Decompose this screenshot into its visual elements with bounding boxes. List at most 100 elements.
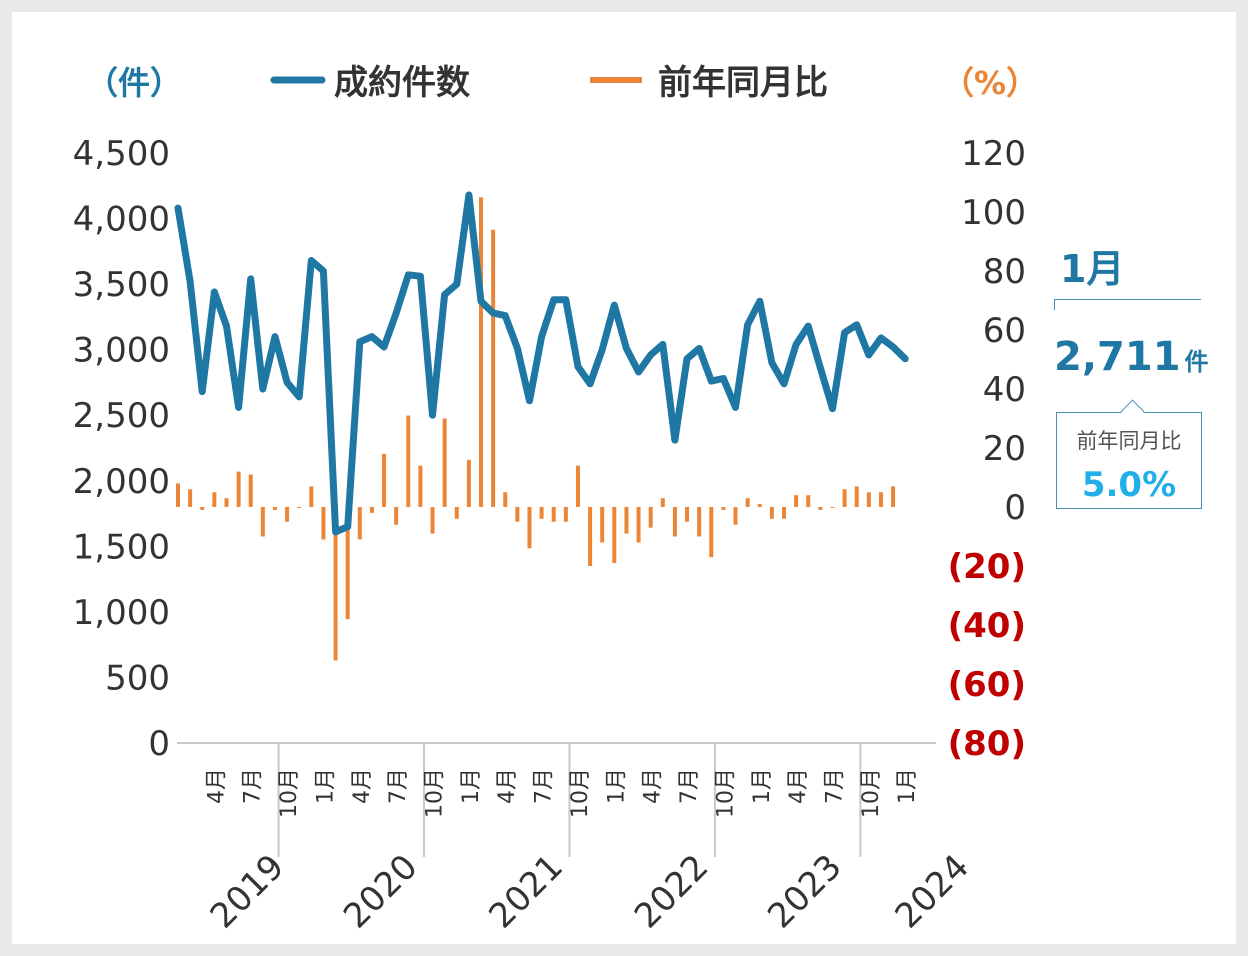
yoy-bar: [248, 474, 253, 507]
year-label: 2023: [760, 847, 849, 936]
yoy-bar: [600, 507, 605, 543]
yoy-bar: [733, 507, 738, 525]
month-tick-label: 4月: [350, 768, 375, 804]
yoy-bar: [176, 483, 180, 507]
yoy-bar: [709, 507, 714, 558]
right-axis-tick: 0: [1004, 488, 1026, 528]
callout-connector: [1054, 299, 1201, 310]
left-axis-unit: （件）: [86, 64, 182, 102]
yoy-bar: [612, 507, 617, 564]
legend-bar-label: 前年同月比: [658, 63, 828, 103]
left-axis-tick: 2,500: [73, 396, 170, 436]
month-tick-label: 10月: [859, 768, 884, 818]
yoy-bar: [878, 492, 883, 507]
callout-count: 2,711 件: [1054, 334, 1214, 380]
right-axis-tick: (80): [948, 724, 1026, 764]
combo-chart: （件） 成約件数 前年同月比 （%） 0 500 1,000 1,500 2,000 2,500 3…: [73, 63, 1038, 936]
yoy-bar: [806, 495, 811, 507]
month-tick-label: 7月: [241, 768, 266, 804]
chart-card: （件） 成約件数 前年同月比 （%） 0 500 1,000 1,500 2,000 2,500 3…: [12, 12, 1236, 944]
right-axis-tick: 60: [983, 311, 1026, 351]
yoy-bar: [200, 507, 205, 510]
callout-count-value: 2,711: [1054, 334, 1181, 380]
yoy-bar: [272, 507, 277, 510]
left-axis-tick: 0: [148, 724, 170, 764]
yoy-bar: [782, 507, 786, 519]
yoy-bar: [575, 465, 580, 507]
yoy-bar: [636, 507, 641, 543]
month-tick-label: 1月: [313, 768, 338, 804]
right-axis-tick: 80: [983, 252, 1026, 292]
yoy-bar: [551, 507, 556, 522]
yoy-bar: [842, 489, 847, 507]
yoy-bar: [745, 498, 750, 507]
month-tick-label: 7月: [386, 768, 411, 804]
yoy-bar: [321, 507, 326, 540]
right-axis-unit: （%）: [942, 64, 1038, 102]
year-label: 2020: [336, 847, 425, 936]
callout-count-unit: 件: [1184, 348, 1209, 376]
yoy-bar: [563, 507, 568, 522]
yoy-bar: [527, 507, 532, 549]
month-tick-label: 1月: [750, 768, 775, 804]
month-tick-label: 1月: [459, 768, 484, 804]
right-axis-tick: (20): [948, 547, 1026, 587]
yoy-bar: [430, 507, 435, 534]
month-tick-label: 10月: [713, 768, 738, 818]
month-tick-label: 4月: [641, 768, 666, 804]
yoy-bar: [672, 507, 677, 537]
yoy-bar: [394, 507, 399, 525]
yoy-bar: [454, 507, 459, 519]
yoy-bar: [406, 415, 411, 507]
yoy-bar: [466, 459, 471, 507]
month-tick-label: 10月: [568, 768, 593, 818]
yoy-bar: [357, 507, 362, 540]
yoy-bar: [854, 486, 859, 507]
yoy-bar: [285, 507, 290, 522]
right-axis-tick: 20: [983, 429, 1026, 469]
yoy-bar: [588, 507, 593, 566]
yoy-bar: [515, 507, 520, 522]
contracts-line: [174, 191, 909, 536]
left-axis-tick: 3,500: [73, 265, 170, 305]
month-tick-label: 7月: [677, 768, 702, 804]
yoy-bar: [382, 453, 387, 507]
right-axis-tick: 40: [983, 370, 1026, 410]
yoy-bar: [660, 498, 665, 507]
month-tick-label: 7月: [532, 768, 557, 804]
yoy-label: 前年同月比: [1076, 429, 1182, 453]
yoy-callout-box: 前年同月比 5.0%: [1056, 399, 1202, 509]
month-tick-label: 7月: [822, 768, 847, 804]
yoy-bar: [333, 507, 338, 661]
yoy-bar: [721, 507, 726, 510]
year-label: 2019: [203, 847, 292, 936]
yoy-bar: [503, 492, 508, 507]
yoy-bar: [260, 507, 265, 537]
left-axis-tick: 4,000: [73, 200, 170, 240]
right-axis-tick: 120: [961, 134, 1026, 174]
month-tick-label: 1月: [895, 768, 920, 804]
left-axis-tick: 4,500: [73, 134, 170, 174]
yoy-bar: [418, 465, 423, 507]
yoy-bar: [188, 489, 193, 507]
yoy-bar: [794, 495, 799, 507]
yoy-bar: [648, 507, 653, 528]
yoy-bar: [891, 486, 896, 507]
month-tick-label: 1月: [604, 768, 629, 804]
month-tick-label: 4月: [204, 768, 229, 804]
month-tick-label: 4月: [495, 768, 520, 804]
right-axis-tick: (60): [948, 665, 1026, 705]
yoy-bar: [818, 507, 823, 510]
month-tick-label: 4月: [786, 768, 811, 804]
yoy-bar: [769, 507, 774, 519]
yoy-bar: [539, 507, 544, 519]
left-axis-tick: 3,000: [73, 331, 170, 371]
right-axis-tick: 100: [961, 193, 1026, 233]
yoy-bar: [345, 507, 350, 620]
yoy-bar: [697, 507, 702, 537]
left-axis-tick: 500: [105, 658, 170, 698]
yoy-bar: [830, 507, 835, 508]
month-tick-label: 10月: [423, 768, 448, 818]
yoy-bar: [309, 486, 314, 507]
yoy-bar: [236, 471, 241, 507]
